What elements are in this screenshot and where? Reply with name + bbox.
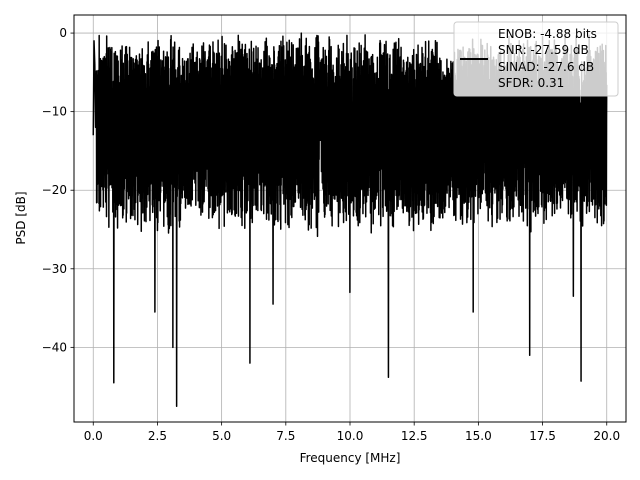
y-tick-label: −10 <box>42 105 67 119</box>
legend: ENOB: -4.88 bits SNR: -27.59 dB SINAD: -… <box>453 21 619 97</box>
psd-series <box>92 32 608 408</box>
x-tick-label: 10.0 <box>337 429 364 443</box>
legend-sfdr: SFDR: 0.31 <box>498 76 564 90</box>
y-axis-ticks: 0 −10 −20 −30 −40 <box>42 26 74 354</box>
x-tick-label: 20.0 <box>593 429 620 443</box>
x-tick-label: 0.0 <box>84 429 103 443</box>
y-tick-label: −20 <box>42 183 67 197</box>
psd-trace <box>92 32 608 408</box>
legend-enob: ENOB: -4.88 bits <box>498 27 597 41</box>
legend-sinad: SINAD: -27.6 dB <box>498 60 594 74</box>
x-tick-label: 5.0 <box>212 429 231 443</box>
y-tick-label: −30 <box>42 262 67 276</box>
x-tick-label: 17.5 <box>529 429 556 443</box>
y-tick-label: 0 <box>59 26 67 40</box>
y-axis-label: PSD [dB] <box>14 191 28 244</box>
x-tick-label: 12.5 <box>401 429 428 443</box>
x-tick-label: 2.5 <box>148 429 167 443</box>
legend-box <box>453 21 619 97</box>
x-tick-label: 7.5 <box>276 429 295 443</box>
y-tick-label: −40 <box>42 340 67 354</box>
legend-snr: SNR: -27.59 dB <box>498 43 589 57</box>
plot-area <box>92 32 608 408</box>
x-axis-ticks: 0.0 2.5 5.0 7.5 10.0 12.5 15.0 17.5 20.0 <box>84 422 620 443</box>
x-tick-label: 15.0 <box>465 429 492 443</box>
x-axis-label: Frequency [MHz] <box>300 451 401 465</box>
